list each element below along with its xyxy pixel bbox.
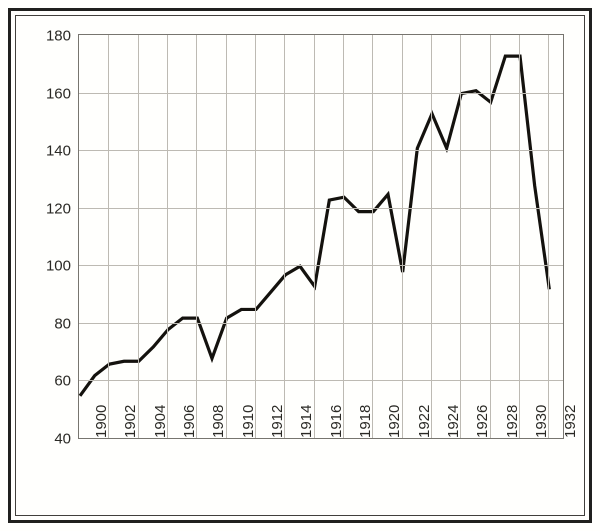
y-axis-tick-label: 120 (46, 200, 79, 217)
gridline-vertical (226, 35, 227, 438)
x-axis-tick-label: 1928 (497, 405, 520, 438)
x-axis-tick-label: 1926 (468, 405, 491, 438)
x-axis-tick-label: 1930 (527, 405, 550, 438)
x-axis-tick-label: 1920 (380, 405, 403, 438)
gridline-vertical (519, 35, 520, 438)
x-axis-tick-label: 1902 (116, 405, 139, 438)
gridline-vertical (167, 35, 168, 438)
gridline-vertical (402, 35, 403, 438)
gridline-vertical (343, 35, 344, 438)
y-axis-tick-label: 180 (46, 28, 79, 45)
plot-area: 4060801001201401601801900190219041906190… (78, 34, 564, 439)
y-axis-tick-label: 40 (54, 431, 79, 448)
x-axis-tick-label: 1908 (204, 405, 227, 438)
gridline-vertical (196, 35, 197, 438)
x-axis-tick-label: 1900 (87, 405, 110, 438)
gridline-vertical (284, 35, 285, 438)
x-axis-tick-label: 1904 (145, 405, 168, 438)
gridline-vertical (490, 35, 491, 438)
x-axis-tick-label: 1922 (409, 405, 432, 438)
gridline-vertical (138, 35, 139, 438)
gridline-vertical (372, 35, 373, 438)
x-axis-tick-label: 1910 (233, 405, 256, 438)
gridline-vertical (431, 35, 432, 438)
x-axis-tick-label: 1914 (292, 405, 315, 438)
x-axis-tick-label: 1916 (321, 405, 344, 438)
gridline-vertical (314, 35, 315, 438)
gridline-vertical (548, 35, 549, 438)
x-axis-tick-label: 1932 (556, 405, 579, 438)
y-axis-tick-label: 80 (54, 315, 79, 332)
y-axis-tick-label: 140 (46, 143, 79, 160)
gridline-vertical (460, 35, 461, 438)
gridline-vertical (108, 35, 109, 438)
line-series (80, 36, 564, 439)
x-axis-tick-label: 1912 (263, 405, 286, 438)
x-axis-tick-label: 1906 (175, 405, 198, 438)
y-axis-tick-label: 160 (46, 85, 79, 102)
y-axis-tick-label: 60 (54, 373, 79, 390)
x-axis-tick-label: 1918 (351, 405, 374, 438)
y-axis-tick-label: 100 (46, 258, 79, 275)
x-axis-tick-label: 1924 (439, 405, 462, 438)
gridline-vertical (255, 35, 256, 438)
